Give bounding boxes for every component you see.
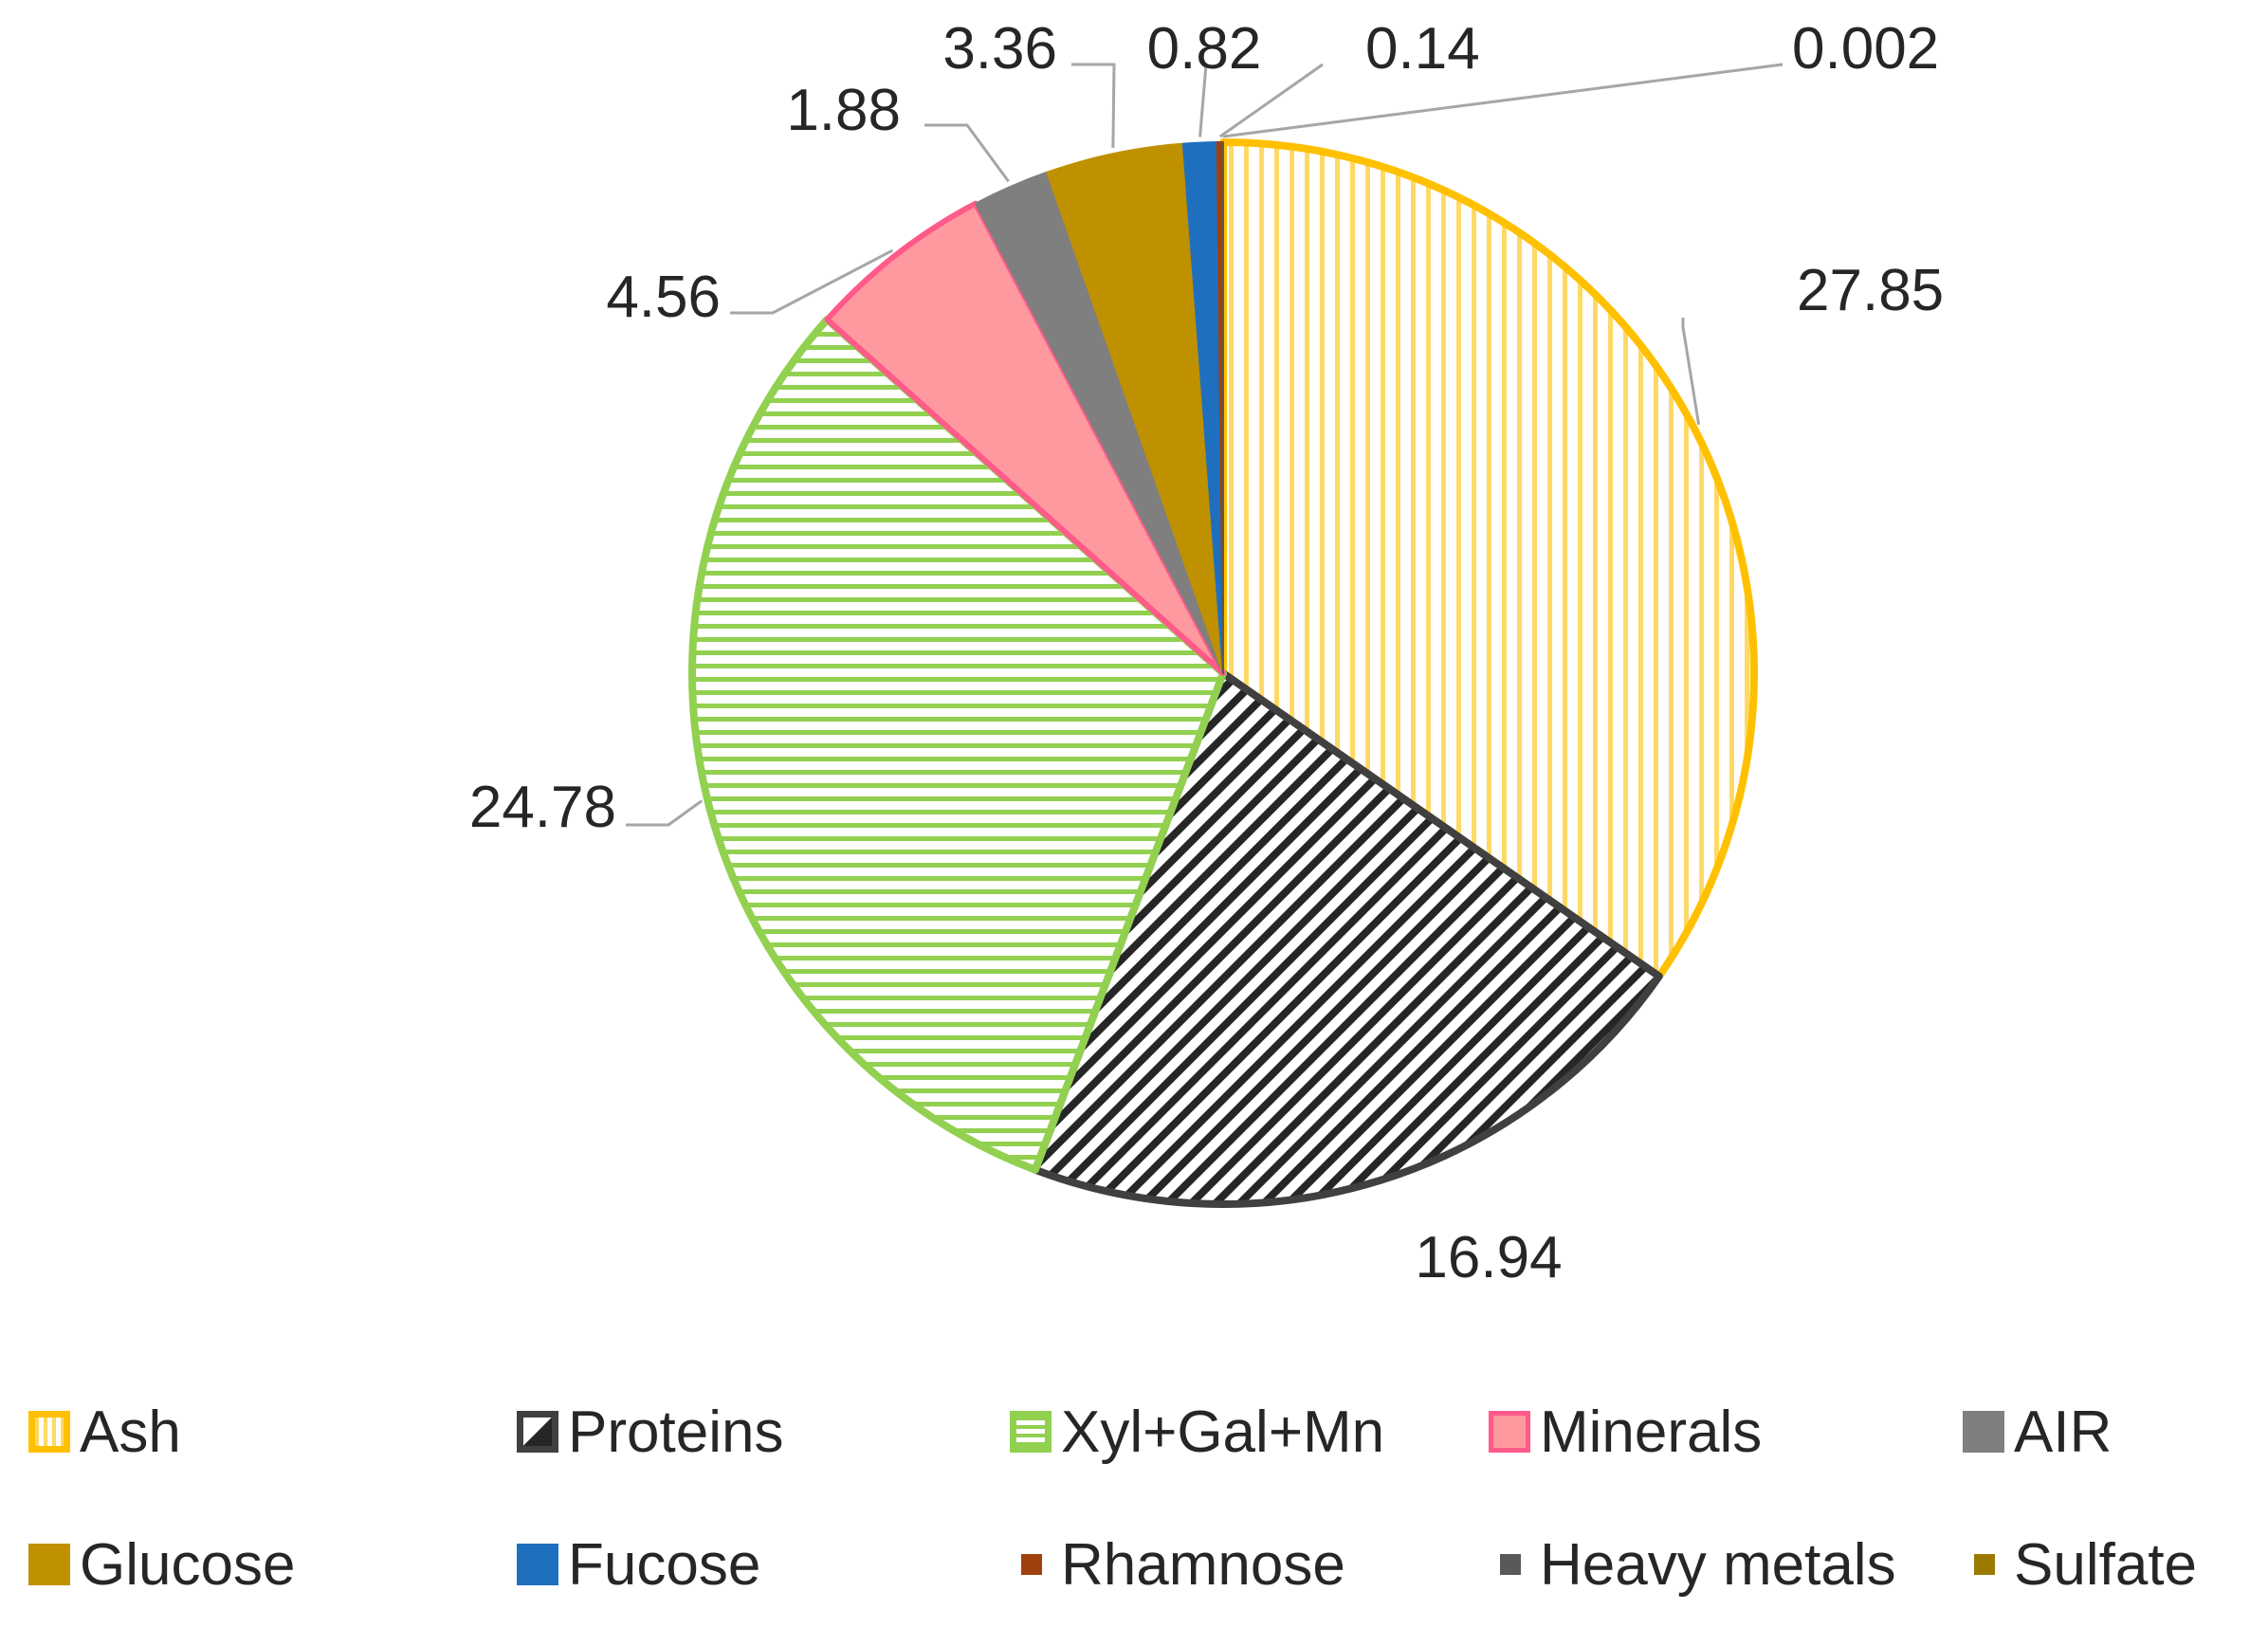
legend-item-sulfate: Sulfate	[1963, 1527, 2197, 1602]
legend-item-proteins: Proteins	[517, 1394, 783, 1470]
data-label-glucose: 3.36	[942, 16, 1057, 82]
legend-label-rhamnose: Rhamnose	[1061, 1531, 1345, 1598]
legend-label-sulfate: Sulfate	[2014, 1531, 2198, 1598]
leader-line-ash	[1681, 318, 1701, 426]
legend-label-proteins: Proteins	[568, 1399, 784, 1465]
legend-label-fucose: Fucose	[568, 1531, 761, 1598]
data-labels: 27.85 16.94 24.78 4.56 1.88 3.36 0.82 0.14 0.002	[469, 16, 1944, 1290]
legend-swatch-rhamnose	[1021, 1554, 1042, 1575]
leader-lines	[626, 63, 1783, 827]
leader-line-glucose	[1071, 63, 1116, 149]
pie-slice-minerals	[824, 200, 1226, 676]
legend-item-air: AIR	[1963, 1394, 2112, 1470]
legend-label-ash: Ash	[80, 1399, 181, 1465]
pie-slice-ash	[1219, 138, 1758, 980]
legend-item-fucose: Fucose	[517, 1527, 760, 1602]
data-label-heavy-metals: 0.002	[1792, 16, 1939, 82]
legend-item-rhamnose: Rhamnose	[1010, 1527, 1345, 1602]
data-label-rhamnose: 0.14	[1365, 16, 1480, 82]
leader-line-air	[924, 123, 1010, 183]
legend-swatch-sulfate	[1974, 1554, 1995, 1575]
data-label-air: 1.88	[786, 78, 901, 143]
data-label-xyl-gal-mn: 24.78	[469, 775, 616, 840]
legend-item-heavy-metals: Heavy metals	[1489, 1527, 1896, 1602]
leader-line-heavy-metals	[1222, 63, 1783, 138]
legend-item-glucose: Glucose	[28, 1527, 295, 1602]
pie-chart-svg: 27.85 16.94 24.78 4.56 1.88 3.36 0.82 0.14 0.002	[469, 16, 1944, 1290]
legend-swatch-proteins	[517, 1411, 558, 1453]
legend-swatch-glucose	[28, 1544, 70, 1585]
legend-item-minerals: Minerals	[1489, 1394, 1762, 1470]
data-label-minerals: 4.56	[606, 265, 721, 330]
data-label-fucose: 0.82	[1147, 16, 1262, 82]
legend-swatch-heavy-metals	[1500, 1554, 1521, 1575]
leader-line-minerals	[730, 248, 894, 315]
legend-swatch-minerals	[1489, 1411, 1530, 1453]
legend-swatch-ash	[28, 1411, 70, 1453]
legend-item-xyl-gal-mn: Xyl+Gal+Mn	[1010, 1394, 1384, 1470]
leader-line-xyl-gal-mn	[626, 799, 704, 827]
pie-slices	[688, 138, 1758, 1208]
legend-swatch-fucose	[517, 1544, 558, 1585]
data-label-ash: 27.85	[1797, 258, 1944, 323]
legend-swatch-air	[1963, 1411, 2004, 1453]
legend-label-glucose: Glucose	[80, 1531, 296, 1598]
legend-label-xyl-gal-mn: Xyl+Gal+Mn	[1061, 1399, 1385, 1465]
leader-line-rhamnose	[1218, 63, 1324, 138]
pie-slice-proteins	[1031, 669, 1663, 1208]
leader-line-fucose	[1198, 64, 1208, 137]
data-label-proteins: 16.94	[1415, 1225, 1562, 1290]
legend: Ash Proteins Xyl+Gal+Mn Minerals AIR Glucose F…	[28, 1394, 2247, 1621]
legend-label-heavy-metals: Heavy metals	[1540, 1531, 1896, 1598]
legend-label-minerals: Minerals	[1540, 1399, 1763, 1465]
legend-label-air: AIR	[2014, 1399, 2113, 1465]
legend-item-ash: Ash	[28, 1394, 181, 1470]
legend-swatch-xyl-gal-mn	[1010, 1411, 1052, 1453]
pie-slice-xyl-gal-mn	[688, 315, 1227, 1174]
